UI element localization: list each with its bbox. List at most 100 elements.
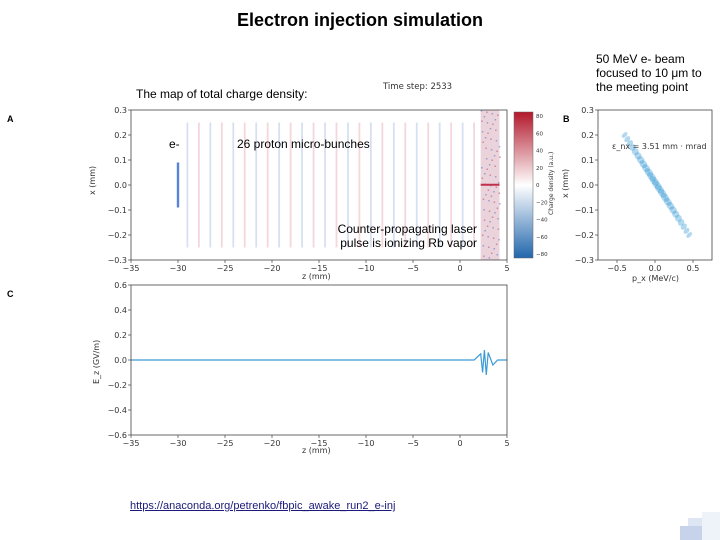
ionization-speck (498, 146, 501, 148)
field-y-tick-label: −0.6 (108, 431, 127, 440)
map-x-tick-label: −30 (170, 264, 187, 273)
map-y-tick-label: −0.1 (108, 206, 127, 215)
proton-bunch-15 (347, 122, 349, 248)
map-y-tick-label: 0.0 (114, 181, 127, 190)
phase-x-label: p_x (MeV/c) (632, 274, 679, 283)
map-y-tick-label: 0.3 (114, 106, 127, 115)
proton-bunch-1 (186, 122, 189, 248)
map-x-tick-label: −35 (123, 264, 140, 273)
ionization-speck (498, 239, 500, 241)
phase-space-point (669, 206, 677, 214)
field-x-tick-label: 5 (504, 439, 509, 448)
colorbar-tick-label: 80 (536, 114, 543, 120)
colorbar-tick-label: 40 (536, 149, 543, 155)
ionization-speck (492, 123, 494, 125)
proton-bunch-7 (255, 122, 258, 248)
phase-x-tick-label: −0.5 (607, 264, 626, 273)
emittance-annotation: ε_nx = 3.51 mm · mrad (612, 142, 707, 151)
ionization-speck (483, 255, 485, 257)
ionization-speck (480, 110, 483, 112)
ionization-speck (495, 140, 498, 142)
ionization-speck (483, 209, 485, 211)
panel-c-letter: C (7, 289, 14, 299)
proton-bunch-25 (461, 122, 464, 248)
ionization-speck (483, 219, 486, 221)
ionization-speck (488, 210, 491, 212)
ionization-speck (487, 132, 489, 134)
field-x-tick-label: −30 (170, 439, 187, 448)
field-x-label: z (mm) (302, 446, 331, 455)
proton-bunch-11 (301, 122, 303, 248)
phase-space-point (677, 219, 685, 226)
ionization-speck (485, 147, 487, 149)
ionization-speck (497, 182, 500, 184)
ionization-speck (491, 159, 493, 161)
ionization-speck (488, 257, 491, 259)
map-y-tick-label: −0.3 (108, 256, 127, 265)
corner-decoration (680, 512, 720, 540)
colorbar-tick-label: −20 (536, 200, 548, 206)
ionization-speck (481, 131, 484, 133)
plasma-axis-stripe (480, 183, 500, 186)
map-y-tick-label: 0.2 (114, 131, 127, 140)
map-y-tick-label: −0.2 (108, 231, 127, 240)
electron-label: e- (169, 137, 180, 151)
phase-x-tick-label: 0.5 (687, 264, 700, 273)
proton-bunch-18 (381, 122, 384, 248)
phase-space-point (654, 184, 665, 194)
ionization-speck (490, 195, 493, 197)
ionization-speck (494, 119, 497, 121)
phase-y-tick-label: −0.1 (575, 206, 594, 215)
ionization-speck (484, 230, 486, 232)
phase-space-point (657, 188, 667, 198)
ionization-speck (485, 158, 488, 160)
field-x-tick-label: −5 (407, 439, 419, 448)
map-caption: The map of total charge density: (136, 87, 308, 101)
ionization-speck (492, 227, 494, 229)
map-x-tick-label: −20 (264, 264, 281, 273)
laser-note: Counter-propagating laser pulse is ioniz… (337, 222, 477, 250)
proton-bunch-8 (266, 122, 269, 248)
electron-bunch (176, 162, 180, 208)
ionization-speck (492, 237, 495, 239)
proton-bunch-24 (450, 122, 453, 248)
map-x-tick-label: −5 (407, 264, 419, 273)
proton-bunch-16 (358, 122, 361, 248)
notebook-link[interactable]: https://anaconda.org/petrenko/fbpic_awak… (130, 500, 396, 512)
ionization-speck (485, 194, 487, 196)
ionization-speck (493, 248, 495, 250)
proton-bunch-26 (473, 122, 475, 248)
panel-a-letter: A (7, 114, 14, 124)
colorbar-tick-label: 0 (536, 183, 540, 189)
phase-y-tick-label: 0.2 (581, 131, 594, 140)
phase-space-point (660, 193, 670, 202)
phase-space-point (621, 132, 628, 138)
ionization-speck (486, 168, 489, 170)
ionization-speck (497, 114, 499, 116)
map-x-tick-label: −15 (311, 264, 328, 273)
ionization-speck (495, 129, 497, 131)
ionization-speck (493, 201, 496, 203)
ionization-speck (499, 203, 501, 205)
phase-space-point (631, 148, 639, 156)
ionization-speck (483, 116, 486, 118)
colorbar-tick-label: 60 (536, 131, 543, 137)
map-x-tick-label: −25 (217, 264, 234, 273)
phase-space-point (683, 227, 690, 234)
proton-bunch-12 (312, 122, 315, 248)
map-y-label: x (mm) (88, 165, 97, 195)
field-line (131, 349, 507, 376)
colorbar-tick-label: −40 (536, 218, 548, 224)
phase-space-point (666, 201, 675, 210)
ionization-speck (488, 164, 491, 166)
ionization-speck (484, 137, 487, 139)
ionization-speck (481, 234, 484, 236)
time-step-label: Time step: 2533 (383, 82, 453, 92)
field-y-tick-label: −0.4 (108, 406, 127, 415)
ionization-speck (489, 221, 491, 223)
field-y-tick-label: −0.2 (108, 381, 127, 390)
phase-space-point (636, 156, 645, 164)
proton-bunch-22 (427, 122, 430, 248)
ionization-speck (496, 207, 499, 209)
map-x-tick-label: −10 (358, 264, 375, 273)
